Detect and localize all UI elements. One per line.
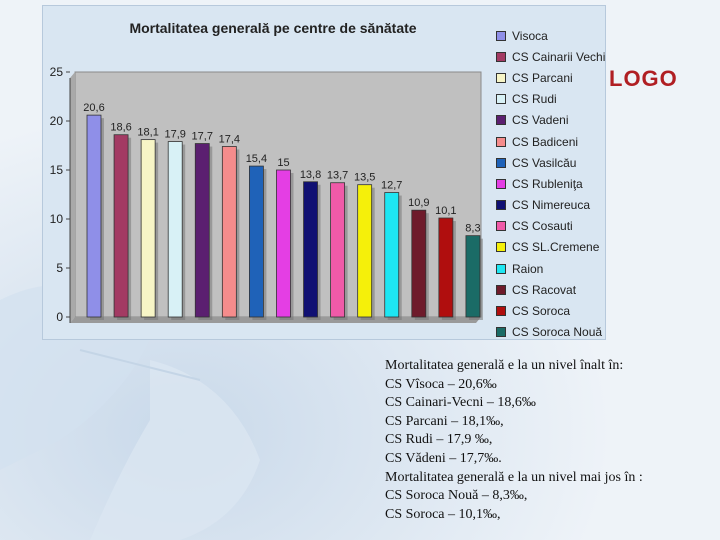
legend-label: CS Nimereuca bbox=[512, 198, 591, 213]
legend-swatch bbox=[496, 242, 506, 253]
bar-value-label: 13,5 bbox=[354, 172, 375, 184]
legend-label: CS Rubleniţa bbox=[512, 176, 583, 191]
legend-swatch bbox=[496, 284, 506, 295]
legend-label: CS Cainarii Vechi bbox=[512, 49, 606, 64]
legend-label: CS Vasilcău bbox=[512, 155, 577, 170]
bar bbox=[357, 184, 373, 318]
legend-label: Raion bbox=[512, 261, 544, 276]
legend-swatch bbox=[496, 30, 506, 41]
bar-chart-plot: 0 5 10 15 20 25 20,6 18,6 18,1 17,9 17,7 17,4 15,4 15… bbox=[50, 65, 483, 324]
chart-legend: Visoca CS Cainarii Vechi CS Parcani CS Rudi… bbox=[491, 25, 605, 343]
bar-value-label: 15,4 bbox=[246, 153, 267, 165]
note-line: CS Cainari-Vecni – 18,6‰ bbox=[385, 395, 536, 411]
legend-label: CS Rudi bbox=[512, 92, 557, 107]
y-tick-label: 15 bbox=[50, 163, 64, 177]
bar-value-label: 15 bbox=[277, 157, 289, 169]
legend-swatch bbox=[496, 136, 506, 147]
bar-value-label: 17,4 bbox=[219, 133, 240, 145]
bar bbox=[140, 139, 156, 318]
y-tick-label: 0 bbox=[56, 310, 63, 324]
legend-label: Visoca bbox=[512, 28, 548, 43]
note-line: Mortalitatea generală e la un nivel mai … bbox=[385, 469, 643, 485]
note-line: CS Vîsoca – 20,6‰ bbox=[385, 376, 497, 392]
legend-item: CS Badiceni bbox=[491, 131, 605, 152]
bar bbox=[113, 134, 129, 318]
legend-label: CS Racovat bbox=[512, 282, 577, 297]
bar bbox=[384, 192, 400, 318]
legend-swatch bbox=[496, 178, 506, 189]
bar-value-label: 8,3 bbox=[465, 223, 480, 235]
legend-item: CS Vadeni bbox=[491, 110, 605, 131]
legend-swatch bbox=[496, 115, 506, 126]
logo: LOGO bbox=[609, 66, 678, 91]
legend-item: CS Nimereuca bbox=[491, 195, 605, 216]
bar-value-label: 12,7 bbox=[381, 180, 402, 192]
legend-label: CS SL.Cremene bbox=[512, 240, 600, 255]
legend-item: Raion bbox=[491, 258, 605, 279]
legend-swatch bbox=[496, 200, 506, 211]
legend-label: CS Soroca Nouă bbox=[512, 325, 603, 340]
legend-item: CS Cainarii Vechi bbox=[491, 46, 605, 67]
legend-item: CS Rudi bbox=[491, 89, 605, 110]
legend-item: Visoca bbox=[491, 25, 605, 46]
bar-value-label: 10,9 bbox=[408, 197, 429, 209]
y-tick-label: 25 bbox=[50, 65, 64, 79]
summary-text: Mortalitatea generală e la un nivel înal… bbox=[385, 357, 715, 524]
bar-value-label: 10,1 bbox=[435, 205, 456, 217]
bar bbox=[330, 182, 346, 318]
legend-label: CS Badiceni bbox=[512, 134, 579, 149]
bar-value-label: 17,7 bbox=[192, 131, 213, 143]
y-tick-label: 10 bbox=[50, 212, 64, 226]
legend-label: CS Parcani bbox=[512, 70, 573, 85]
bar bbox=[248, 165, 264, 318]
bar bbox=[438, 217, 454, 318]
bar bbox=[303, 181, 318, 318]
note-line: CS Soroca Nouă – 8,3‰, bbox=[385, 488, 528, 504]
note-line: CS Soroca – 10,1‰, bbox=[385, 506, 501, 522]
note-line: CS Rudi – 17,9 ‰, bbox=[385, 432, 493, 448]
legend-label: CS Soroca bbox=[512, 304, 571, 319]
legend-swatch bbox=[496, 94, 506, 105]
bar bbox=[221, 146, 237, 318]
legend-swatch bbox=[496, 306, 506, 317]
legend-label: CS Cosauti bbox=[512, 219, 573, 234]
bar bbox=[276, 169, 291, 318]
legend-item: CS Cosauti bbox=[491, 216, 605, 237]
legend-item: CS Vasilcău bbox=[491, 152, 605, 173]
legend-swatch bbox=[496, 221, 506, 232]
bar bbox=[465, 235, 481, 318]
note-line: CS Vădeni – 17,7‰. bbox=[385, 450, 502, 466]
chart-title: Mortalitatea generală pe centre de sănăt… bbox=[129, 20, 417, 36]
y-tick-label: 20 bbox=[50, 114, 64, 128]
bar-value-label: 17,9 bbox=[164, 129, 185, 141]
y-tick-label: 5 bbox=[56, 261, 63, 275]
legend-swatch bbox=[496, 263, 506, 274]
legend-swatch bbox=[496, 327, 506, 338]
plot-side-wall bbox=[70, 72, 75, 323]
legend-swatch bbox=[496, 51, 506, 62]
legend-swatch bbox=[496, 157, 506, 168]
legend-label: CS Vadeni bbox=[512, 113, 569, 128]
legend-item: CS Rubleniţa bbox=[491, 173, 605, 194]
legend-item: CS Soroca bbox=[491, 300, 605, 321]
note-line: CS Parcani – 18,1‰, bbox=[385, 413, 504, 429]
bar bbox=[194, 143, 210, 318]
bar-value-label: 13,7 bbox=[327, 170, 348, 182]
bar-value-label: 20,6 bbox=[83, 102, 104, 114]
legend-item: CS Parcani bbox=[491, 67, 605, 88]
bar bbox=[86, 114, 102, 318]
legend-swatch bbox=[496, 72, 506, 83]
legend-item: CS SL.Cremene bbox=[491, 237, 605, 258]
note-line: Mortalitatea generală e la un nivel înal… bbox=[385, 358, 624, 373]
chart-frame: Mortalitatea generală pe centre de sănăt… bbox=[42, 5, 606, 340]
legend-item: CS Soroca Nouă bbox=[491, 322, 605, 343]
bar-value-label: 18,1 bbox=[137, 127, 158, 139]
bar-value-label: 18,6 bbox=[110, 122, 131, 134]
bar-value-label: 13,8 bbox=[300, 169, 321, 181]
legend-item: CS Racovat bbox=[491, 279, 605, 300]
bar bbox=[167, 141, 183, 318]
bar bbox=[411, 209, 427, 318]
